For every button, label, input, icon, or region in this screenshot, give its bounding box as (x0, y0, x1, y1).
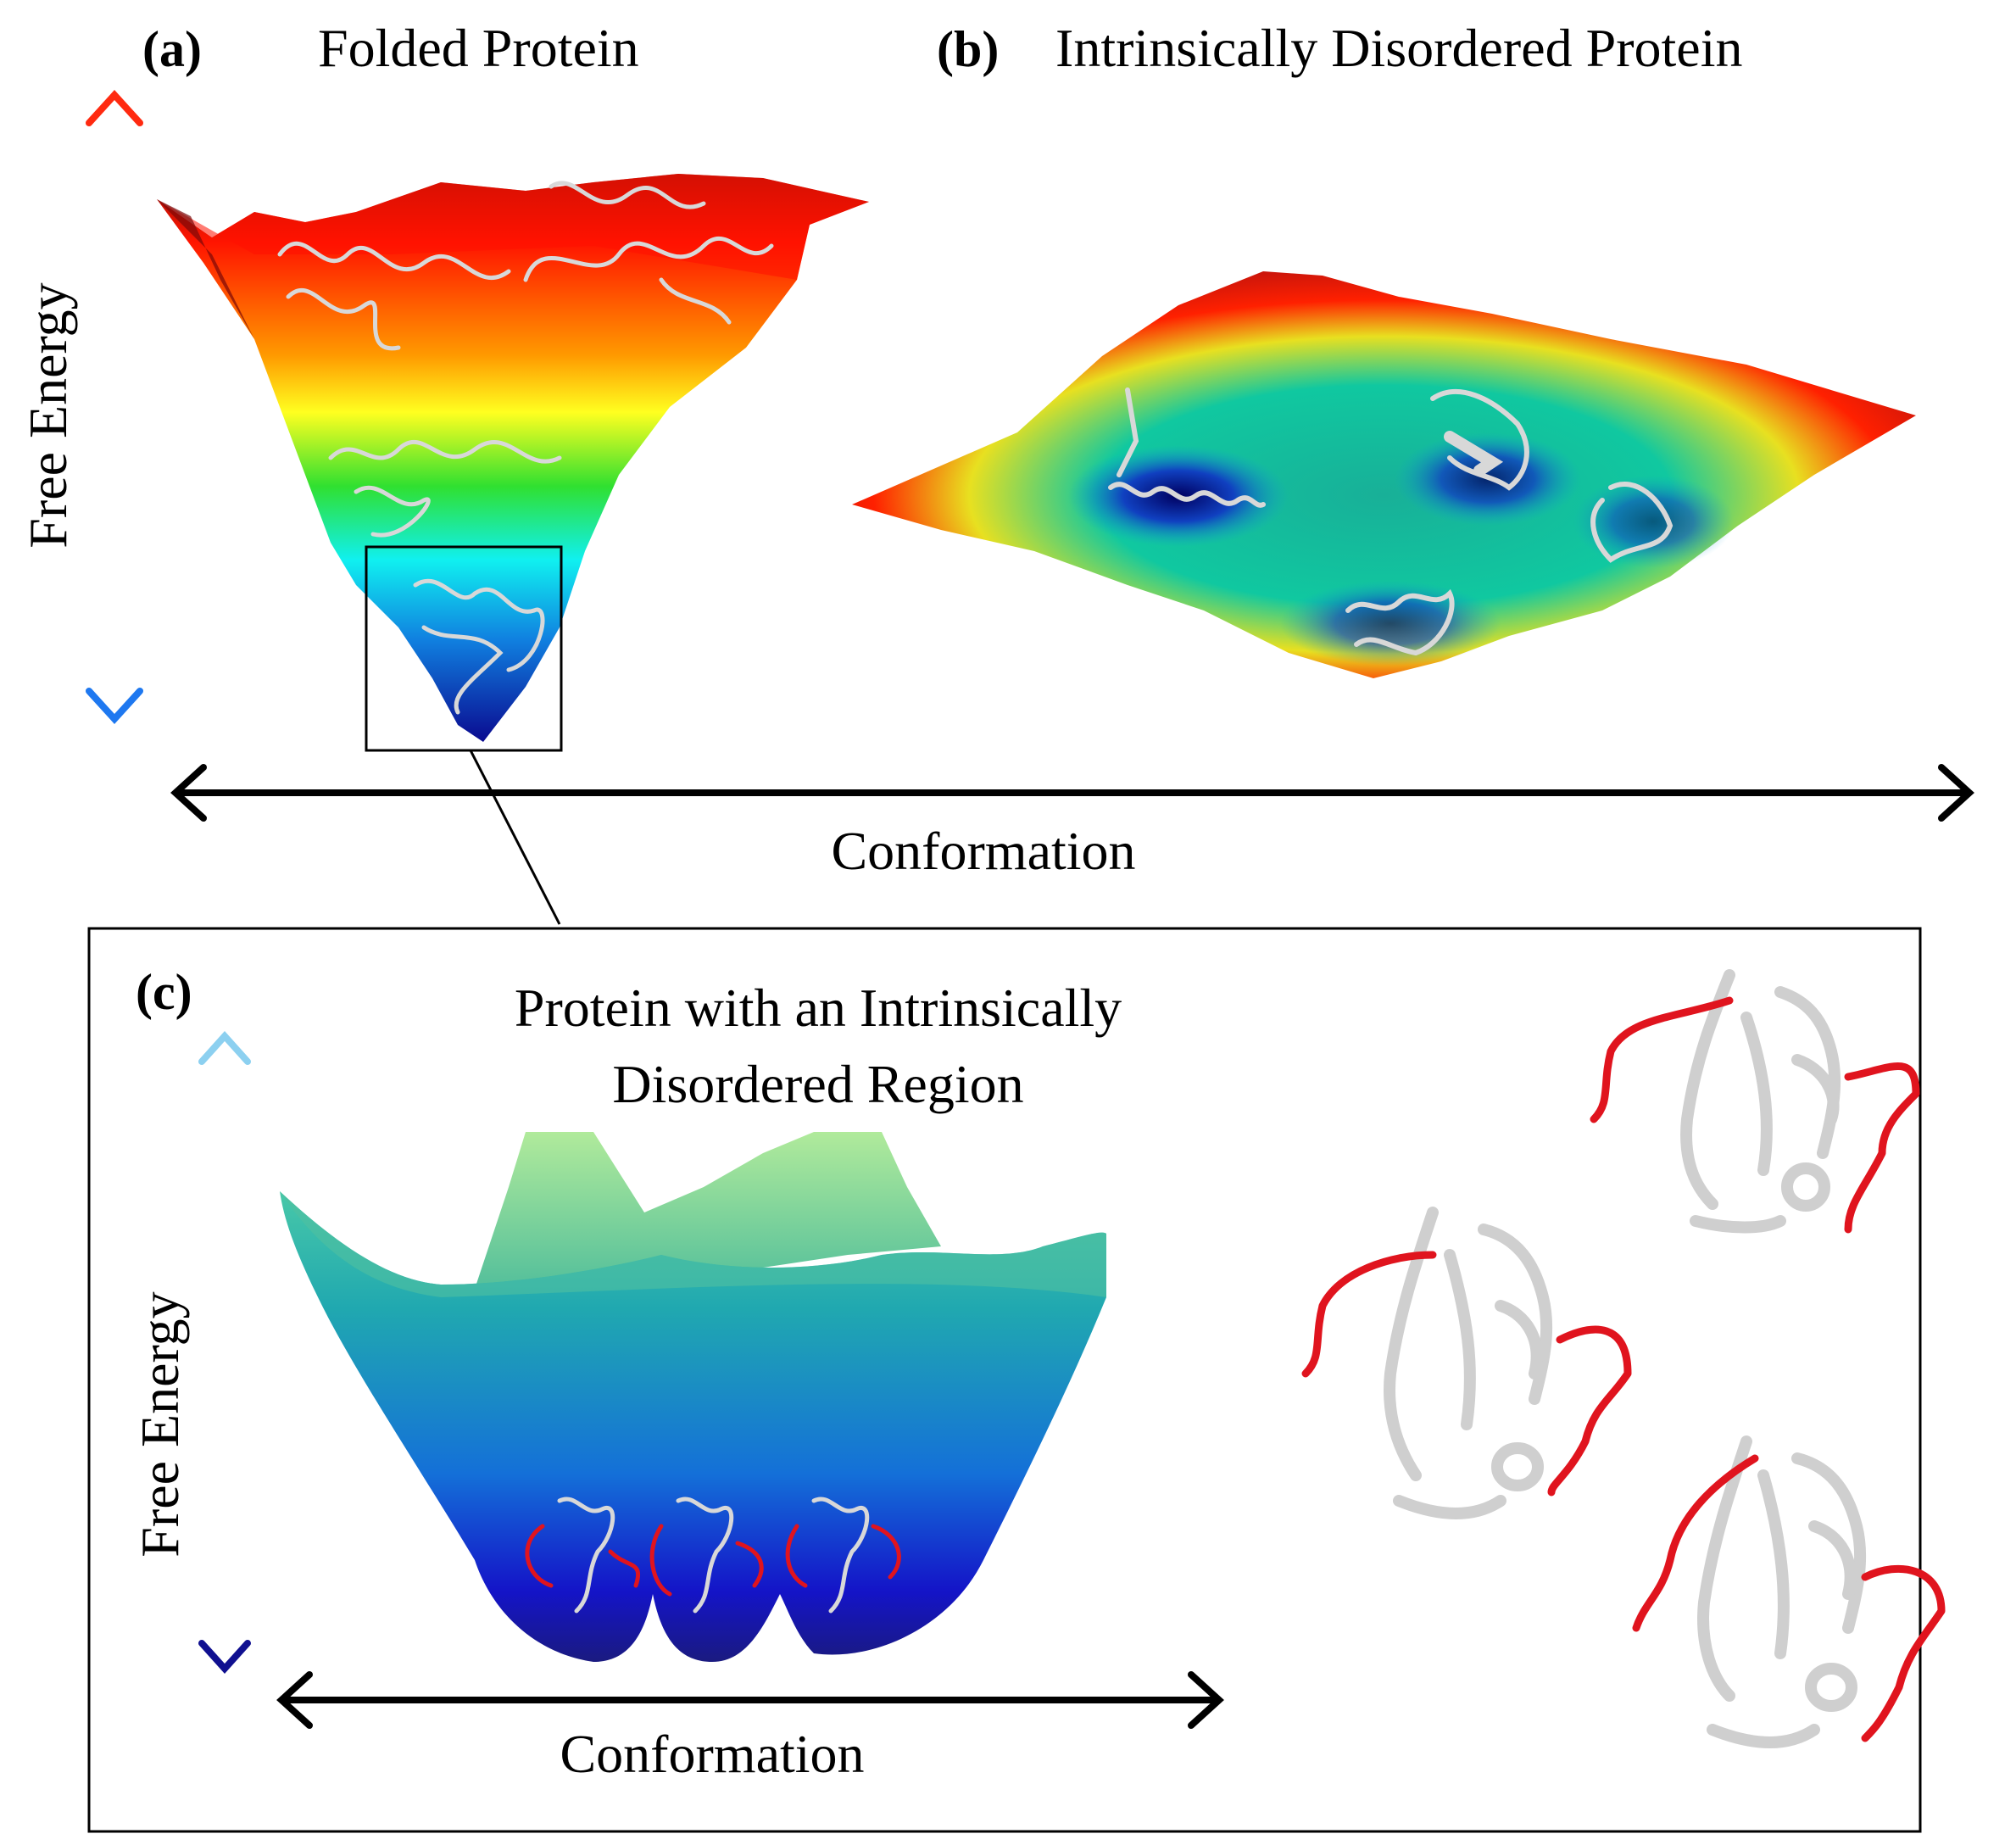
protein-cartoon-icon (277, 181, 774, 715)
panel-b-title: Intrinsically Disordered Protein (1055, 18, 1742, 78)
panel-c-title-line1: Protein with an Intrinsically (515, 978, 1122, 1038)
folded-funnel-surface (157, 174, 869, 742)
panel-a: (a) Folded Protein Free Energy (18, 18, 869, 925)
panel-c-letter: (c) (136, 964, 192, 1020)
panel-a-letter: (a) (142, 21, 202, 77)
bottom-y-axis-label: Free Energy (130, 1291, 190, 1557)
free-energy-arrow-bottom (198, 1031, 251, 1674)
zoom-box (365, 545, 563, 752)
panel-c-frame (87, 927, 1922, 1833)
panel-c: (c) Protein with an Intrinsically Disord… (87, 927, 1946, 1833)
panel-b: (b) Intrinsically Disordered Protein (852, 18, 1916, 678)
protein-structure-1 (1590, 969, 1920, 1234)
top-x-axis: Conformation (170, 764, 1974, 881)
zoom-connector (469, 750, 561, 925)
top-y-axis-label: Free Energy (18, 282, 78, 548)
panel-b-letter: (b) (937, 21, 999, 77)
protein-structure-3 (1632, 1435, 1946, 1748)
panel-c-title-line2: Disordered Region (612, 1054, 1023, 1114)
disordered-flat-surface (852, 271, 1916, 678)
protein-cartoon-icon (525, 1497, 901, 1614)
bottom-x-axis: Conformation (276, 1671, 1224, 1784)
bottom-x-axis-label: Conformation (560, 1724, 864, 1784)
protein-structure-2 (1301, 1207, 1632, 1519)
protein-cartoon-icon (1108, 387, 1674, 656)
disordered-region-peaks (475, 1132, 941, 1289)
panel-a-title: Folded Protein (318, 18, 639, 78)
free-energy-arrow-top (86, 90, 143, 724)
multi-basin-surface (280, 1191, 1106, 1662)
top-x-axis-label: Conformation (831, 821, 1135, 881)
